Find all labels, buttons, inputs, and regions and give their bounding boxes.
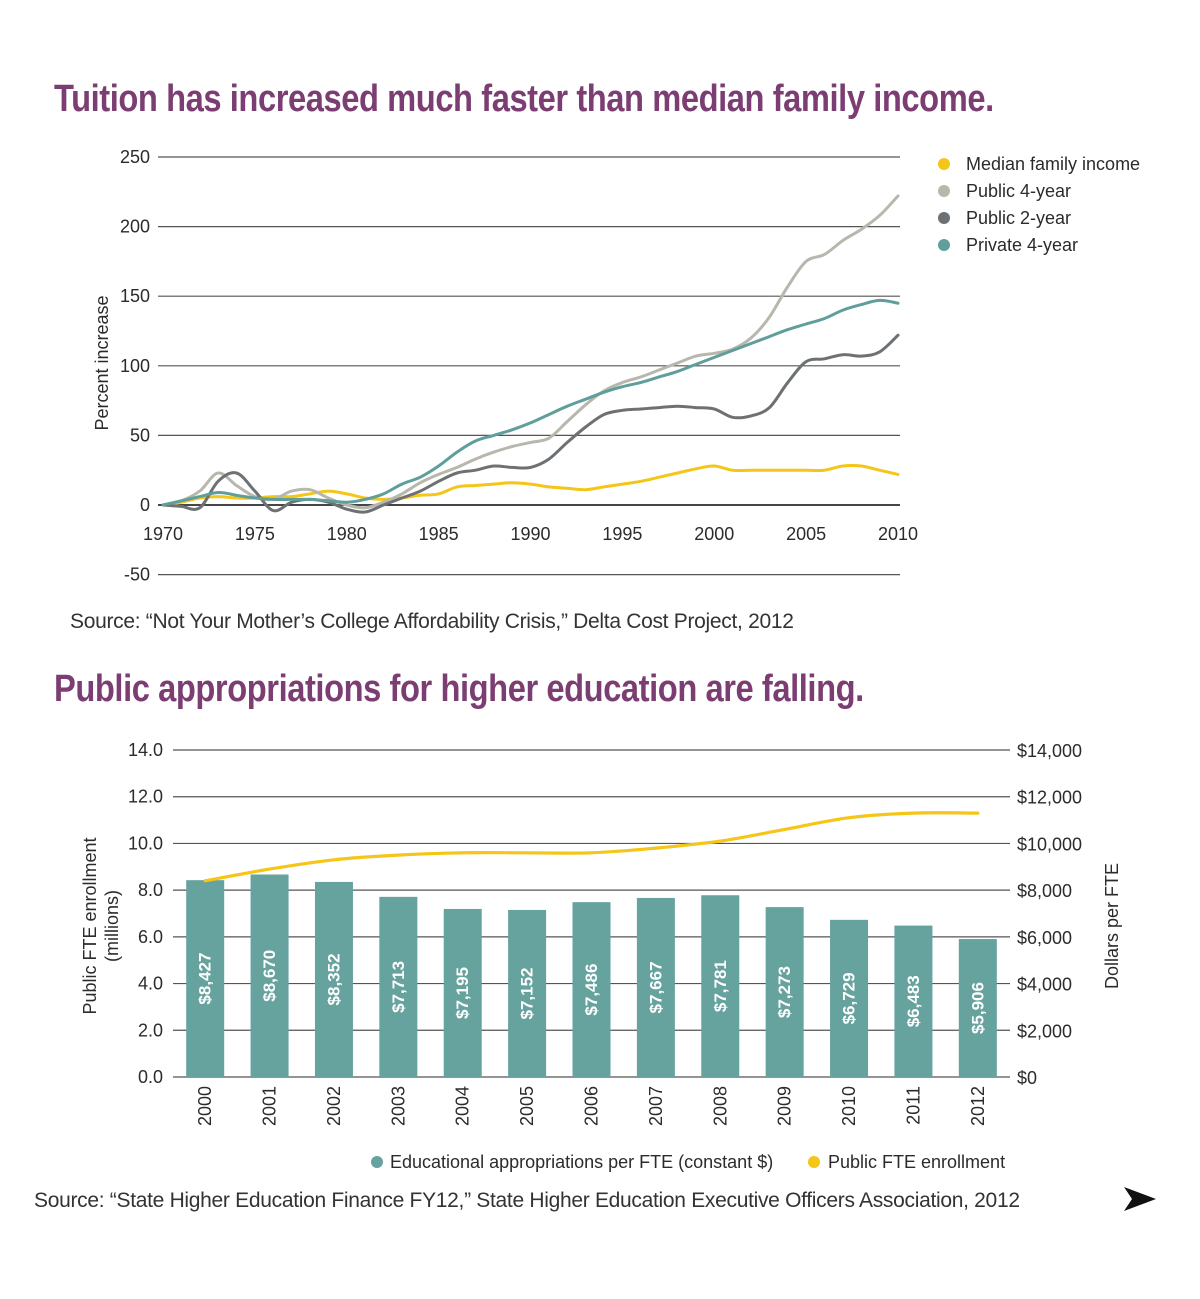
legend-label: Private 4-year — [966, 235, 1078, 255]
left-axis-label-line-2: (millions) — [102, 890, 122, 962]
series-line-public-4-year — [161, 194, 900, 510]
bar-value-label: $7,195 — [453, 967, 472, 1019]
x-tick-label: 2006 — [582, 1086, 602, 1126]
y-tick-label: 100 — [120, 356, 150, 376]
right-y-tick-label: $8,000 — [1017, 881, 1072, 901]
legend-label: Public 2-year — [966, 208, 1071, 228]
x-tick-label: 1990 — [510, 524, 550, 544]
chart-1-title: Tuition has increased much faster than m… — [54, 78, 994, 120]
legend-swatch — [938, 212, 950, 224]
bar — [636, 897, 675, 1077]
y-tick-label: 0 — [140, 495, 150, 515]
left-y-tick-label: 0.0 — [138, 1067, 163, 1087]
next-arrow-icon[interactable] — [1122, 1184, 1158, 1214]
bar — [830, 919, 869, 1077]
y-tick-label: 200 — [120, 217, 150, 237]
x-tick-label: 2008 — [710, 1086, 730, 1126]
series-line-median-family-income — [161, 463, 900, 507]
right-y-tick-label: $4,000 — [1017, 975, 1072, 995]
bar-value-label: $8,670 — [260, 950, 279, 1002]
bar-value-label: $6,483 — [904, 975, 923, 1027]
legend-label: Public FTE enrollment — [828, 1152, 1005, 1172]
x-tick-label: 1980 — [327, 524, 367, 544]
bar — [958, 939, 997, 1077]
x-tick-label: 2000 — [694, 524, 734, 544]
bar — [572, 902, 611, 1077]
right-y-tick-label: $0 — [1017, 1068, 1037, 1088]
right-y-tick-label: $14,000 — [1017, 741, 1082, 761]
legend-swatch — [938, 158, 950, 170]
legend-swatch — [938, 185, 950, 197]
left-y-tick-label: 10.0 — [128, 833, 163, 853]
bar — [508, 909, 547, 1077]
x-tick-label: 1985 — [419, 524, 459, 544]
legend-swatch — [808, 1156, 820, 1168]
x-tick-label: 2003 — [388, 1086, 408, 1126]
legend-swatch — [938, 239, 950, 251]
left-y-tick-label: 4.0 — [138, 974, 163, 994]
chart-2-source: Source: “State Higher Education Finance … — [34, 1189, 1020, 1212]
bar — [186, 880, 225, 1077]
x-tick-label: 2010 — [839, 1086, 859, 1126]
bar — [443, 908, 482, 1077]
series-line-public-2-year — [161, 333, 900, 514]
x-tick-label: 1995 — [602, 524, 642, 544]
chart-2-title: Public appropriations for higher educati… — [54, 668, 864, 710]
x-tick-label: 1975 — [235, 524, 275, 544]
bar-value-label: $8,352 — [324, 953, 343, 1005]
left-y-tick-label: 8.0 — [138, 880, 163, 900]
bar — [250, 874, 289, 1077]
bar — [379, 896, 418, 1077]
bar-value-label: $5,906 — [968, 982, 987, 1034]
y-tick-label: -50 — [124, 565, 150, 585]
bar-value-label: $7,713 — [389, 961, 408, 1013]
right-y-tick-label: $6,000 — [1017, 928, 1072, 948]
y-tick-label: 250 — [120, 147, 150, 167]
bar-value-label: $7,667 — [646, 961, 665, 1013]
x-tick-label: 2009 — [775, 1086, 795, 1126]
bar-value-label: $7,781 — [711, 960, 730, 1012]
right-y-tick-label: $2,000 — [1017, 1021, 1072, 1041]
x-tick-label: 2007 — [646, 1086, 666, 1126]
left-y-tick-label: 6.0 — [138, 927, 163, 947]
left-y-tick-label: 12.0 — [128, 787, 163, 807]
bar — [894, 925, 933, 1077]
bar — [314, 881, 353, 1077]
x-tick-label: 2011 — [903, 1086, 923, 1125]
x-tick-label: 2002 — [324, 1086, 344, 1126]
bar-value-label: $8,427 — [196, 953, 215, 1005]
bar — [765, 907, 804, 1077]
x-tick-label: 2005 — [786, 524, 826, 544]
legend-label: Educational appropriations per FTE (cons… — [390, 1152, 773, 1172]
y-tick-label: 150 — [120, 286, 150, 306]
x-tick-label: 2010 — [878, 524, 918, 544]
x-tick-label: 2000 — [195, 1086, 215, 1126]
right-y-tick-label: $12,000 — [1017, 788, 1082, 808]
legend-swatch — [371, 1156, 383, 1168]
x-tick-label: 2005 — [517, 1086, 537, 1126]
enrollment-line — [203, 811, 980, 883]
x-tick-label: 2012 — [968, 1086, 988, 1126]
y-axis-label: Percent increase — [92, 295, 112, 430]
x-tick-label: 2004 — [453, 1086, 473, 1126]
legend-label: Median family income — [966, 154, 1140, 174]
x-tick-label: 1970 — [143, 524, 183, 544]
left-y-tick-label: 14.0 — [128, 740, 163, 760]
bar — [701, 895, 740, 1077]
x-tick-label: 2001 — [260, 1086, 280, 1126]
right-axis-label: Dollars per FTE — [1102, 863, 1122, 989]
y-tick-label: 50 — [130, 425, 150, 445]
series-line-private-4-year — [161, 298, 900, 507]
chart-1-source: Source: “Not Your Mother’s College Affor… — [70, 610, 794, 633]
bar-value-label: $6,729 — [840, 972, 859, 1024]
left-axis-label-line-1: Public FTE enrollment — [80, 837, 100, 1014]
bar-value-label: $7,273 — [775, 966, 794, 1018]
chart-1-svg: 250 200 150 100 50 0 -50 1970 1975 1980 1985 1990 1… — [92, 147, 1140, 585]
left-y-tick-label: 2.0 — [138, 1020, 163, 1040]
legend-label: Public 4-year — [966, 181, 1071, 201]
right-y-tick-label: $10,000 — [1017, 834, 1082, 854]
bar-value-label: $7,152 — [518, 967, 537, 1019]
bar-value-label: $7,486 — [582, 964, 601, 1016]
